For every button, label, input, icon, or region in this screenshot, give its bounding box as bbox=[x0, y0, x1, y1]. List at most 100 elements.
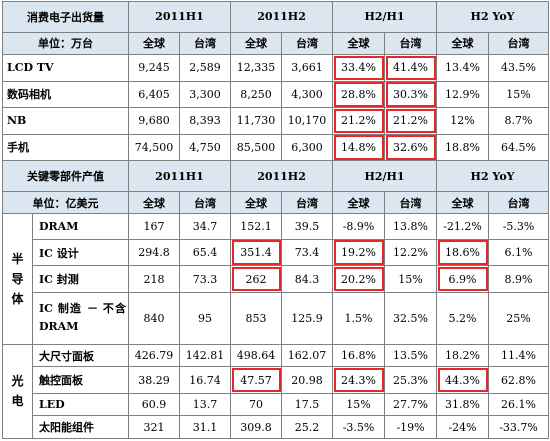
cell: 152.1 bbox=[230, 213, 283, 240]
cell: 12.9% bbox=[436, 80, 490, 109]
cell: 9,245 bbox=[128, 54, 180, 82]
highlighted-cell: 21.2% bbox=[332, 107, 386, 135]
highlighted-cell: 32.6% bbox=[384, 133, 438, 162]
cell: 12% bbox=[436, 107, 490, 135]
table-row: 手机 74,500 4,750 85,500 6,300 14.8% 32.6%… bbox=[2, 133, 550, 162]
cell: 18.8% bbox=[436, 133, 490, 162]
cell: 6,300 bbox=[281, 133, 334, 162]
cell: 18.2% bbox=[436, 343, 490, 368]
highlighted-cell: 28.8% bbox=[332, 80, 386, 109]
table-row: IC 设计 294.8 65.4 351.4 73.4 19.2% 12.2% … bbox=[3, 238, 550, 267]
col-header: 全球 bbox=[128, 190, 180, 215]
col-header: 台湾 bbox=[178, 190, 232, 215]
cell: 13.5% bbox=[384, 343, 438, 368]
components-title: 关键零部件产值 bbox=[2, 160, 129, 192]
consumer-header-row-2: 单位：万台 全球 台湾 全球 台湾 全球 台湾 全球 台湾 bbox=[2, 31, 550, 56]
col-header: 全球 bbox=[436, 31, 490, 56]
row-label: 触控面板 bbox=[32, 366, 129, 394]
col-header: 台湾 bbox=[281, 31, 334, 56]
cell: 13.8% bbox=[384, 213, 438, 240]
cell: 25.2 bbox=[281, 415, 334, 439]
cell: 1.5% bbox=[332, 291, 386, 345]
cell: -19% bbox=[384, 415, 438, 439]
cell: 3,300 bbox=[178, 80, 232, 109]
col-header: 全球 bbox=[230, 31, 283, 56]
cell: 8,250 bbox=[230, 80, 283, 109]
table-row: NB 9,680 8,393 11,730 10,170 21.2% 21.2%… bbox=[2, 107, 550, 135]
table-row: 触控面板 38.29 16.74 47.57 20.98 24.3% 25.3%… bbox=[3, 366, 550, 394]
cell: 4,300 bbox=[281, 80, 334, 109]
cell: 16.8% bbox=[332, 343, 386, 368]
cell: 25.3% bbox=[384, 366, 438, 394]
components-unit: 单位：亿美元 bbox=[2, 190, 129, 215]
period-header: H2 YoY bbox=[436, 160, 550, 192]
table-row: 半导体 DRAM 167 34.7 152.1 39.5 -8.9% 13.8%… bbox=[2, 213, 550, 345]
cell: 321 bbox=[128, 415, 180, 439]
highlighted-cell: 14.8% bbox=[332, 133, 386, 162]
highlighted-cell: 262 bbox=[230, 265, 283, 293]
row-label: IC 制造 － 不含 DRAM bbox=[32, 291, 129, 345]
cell: 840 bbox=[128, 291, 180, 345]
cell: -3.5% bbox=[332, 415, 386, 439]
cell: 8.9% bbox=[488, 265, 550, 293]
table-row: 光电 大尺寸面板 426.79 142.81 498.64 162.07 16.… bbox=[2, 343, 550, 440]
components-header-row-1: 关键零部件产值 2011H1 2011H2 H2/H1 H2 YoY bbox=[2, 160, 550, 192]
cell: 65.4 bbox=[178, 238, 232, 267]
cell: 15% bbox=[488, 80, 550, 109]
cell: 2,589 bbox=[178, 54, 232, 82]
highlighted-cell: 19.2% bbox=[332, 238, 386, 267]
cell: 34.7 bbox=[178, 213, 232, 240]
cell: 15% bbox=[384, 265, 438, 293]
consumer-header-row-1: 消费电子出货量 2011H1 2011H2 H2/H1 H2 YoY bbox=[2, 1, 550, 33]
cell: 5.2% bbox=[436, 291, 490, 345]
cell: 162.07 bbox=[281, 343, 334, 368]
col-header: 台湾 bbox=[384, 190, 438, 215]
period-header: H2/H1 bbox=[332, 1, 438, 33]
cell: 38.29 bbox=[128, 366, 180, 394]
highlighted-cell: 20.2% bbox=[332, 265, 386, 293]
cell: 8,393 bbox=[178, 107, 232, 135]
cell: 62.8% bbox=[488, 366, 550, 394]
cell: -21.2% bbox=[436, 213, 490, 240]
cell: 26.1% bbox=[488, 392, 550, 417]
cell: 10,170 bbox=[281, 107, 334, 135]
cell: 32.5% bbox=[384, 291, 438, 345]
cell: 125.9 bbox=[281, 291, 334, 345]
highlighted-cell: 351.4 bbox=[230, 238, 283, 267]
col-header: 台湾 bbox=[384, 31, 438, 56]
cell: 6.1% bbox=[488, 238, 550, 267]
cell: -24% bbox=[436, 415, 490, 439]
consumer-title: 消费电子出货量 bbox=[2, 1, 129, 33]
row-label: 数码相机 bbox=[2, 80, 129, 109]
cell: 426.79 bbox=[128, 343, 180, 368]
table-row: IC 制造 － 不含 DRAM 840 95 853 125.9 1.5% 32… bbox=[3, 291, 550, 345]
col-header: 台湾 bbox=[178, 31, 232, 56]
cell: 12.2% bbox=[384, 238, 438, 267]
cell: 11,730 bbox=[230, 107, 283, 135]
table-row: LED 60.9 13.7 70 17.5 15% 27.7% 31.8% 26… bbox=[3, 392, 550, 417]
row-label: LCD TV bbox=[2, 54, 129, 82]
col-header: 台湾 bbox=[488, 31, 550, 56]
cell: 12,335 bbox=[230, 54, 283, 82]
period-header: 2011H2 bbox=[230, 160, 334, 192]
cell: 142.81 bbox=[178, 343, 232, 368]
cell: 95 bbox=[178, 291, 232, 345]
cell: 9,680 bbox=[128, 107, 180, 135]
cell: 294.8 bbox=[128, 238, 180, 267]
cell: 309.8 bbox=[230, 415, 283, 439]
cell: -5.3% bbox=[488, 213, 550, 240]
highlighted-cell: 44.3% bbox=[436, 366, 490, 394]
cell: -33.7% bbox=[488, 415, 550, 439]
highlighted-cell: 33.4% bbox=[332, 54, 386, 82]
cell: 64.5% bbox=[488, 133, 550, 162]
cell: 70 bbox=[230, 392, 283, 417]
highlighted-cell: 24.3% bbox=[332, 366, 386, 394]
cell: 6,405 bbox=[128, 80, 180, 109]
highlighted-cell: 18.6% bbox=[436, 238, 490, 267]
cell: 73.3 bbox=[178, 265, 232, 293]
cell: 3,661 bbox=[281, 54, 334, 82]
col-header: 全球 bbox=[128, 31, 180, 56]
row-label: LED bbox=[32, 392, 129, 417]
cell: 8.7% bbox=[488, 107, 550, 135]
